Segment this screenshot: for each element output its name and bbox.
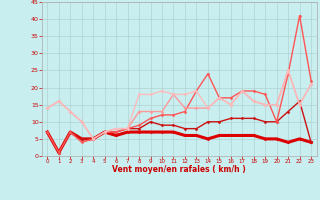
X-axis label: Vent moyen/en rafales ( km/h ): Vent moyen/en rafales ( km/h ) (112, 165, 246, 174)
